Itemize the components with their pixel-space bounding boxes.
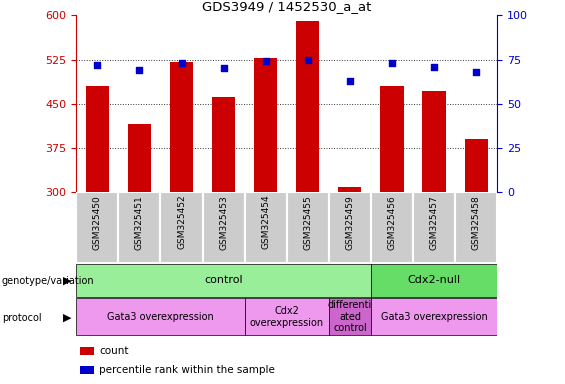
Bar [455,192,497,263]
Bar [329,192,371,263]
Bar [423,91,446,192]
Text: GSM325453: GSM325453 [219,195,228,250]
Bar [80,347,94,355]
Text: GSM325456: GSM325456 [388,195,397,250]
Bar [371,298,497,335]
Text: GSM325450: GSM325450 [93,195,102,250]
Text: ▶: ▶ [63,276,72,286]
Bar [128,124,151,192]
Title: GDS3949 / 1452530_a_at: GDS3949 / 1452530_a_at [202,0,371,13]
Bar [371,192,413,263]
Text: Cdx2
overexpression: Cdx2 overexpression [250,306,324,328]
Bar [245,192,287,263]
Text: GSM325455: GSM325455 [303,195,312,250]
Bar [80,366,94,374]
Text: differenti
ated
control: differenti ated control [328,300,372,333]
Text: genotype/variation: genotype/variation [2,276,94,286]
Bar [329,298,371,335]
Text: ▶: ▶ [63,313,72,323]
Text: percentile rank within the sample: percentile rank within the sample [99,365,275,375]
Point [261,58,270,65]
Point [345,78,354,84]
Point [177,60,186,66]
Bar [245,298,329,335]
Point [219,65,228,71]
Text: Gata3 overexpression: Gata3 overexpression [107,312,214,322]
Text: GSM325454: GSM325454 [261,195,270,250]
Bar [464,139,488,192]
Bar [76,192,119,263]
Point [388,60,397,66]
Bar [413,192,455,263]
Point [93,62,102,68]
Bar [76,264,371,297]
Bar [119,192,160,263]
Text: control: control [205,275,243,285]
Bar [202,192,245,263]
Bar [380,86,403,192]
Bar [287,192,329,263]
Text: GSM325452: GSM325452 [177,195,186,250]
Text: Cdx2-null: Cdx2-null [407,275,460,285]
Bar [254,58,277,192]
Text: GSM325458: GSM325458 [472,195,481,250]
Text: protocol: protocol [2,313,41,323]
Point [429,63,438,70]
Point [303,56,312,63]
Text: GSM325451: GSM325451 [135,195,144,250]
Bar [296,21,319,192]
Text: count: count [99,346,129,356]
Bar [76,298,245,335]
Bar [338,187,362,192]
Bar [170,63,193,192]
Point [472,69,481,75]
Bar [86,86,109,192]
Text: GSM325459: GSM325459 [345,195,354,250]
Text: GSM325457: GSM325457 [429,195,438,250]
Text: Gata3 overexpression: Gata3 overexpression [381,312,488,322]
Point [135,67,144,73]
Bar [371,264,497,297]
Bar [160,192,202,263]
Bar [212,97,235,192]
